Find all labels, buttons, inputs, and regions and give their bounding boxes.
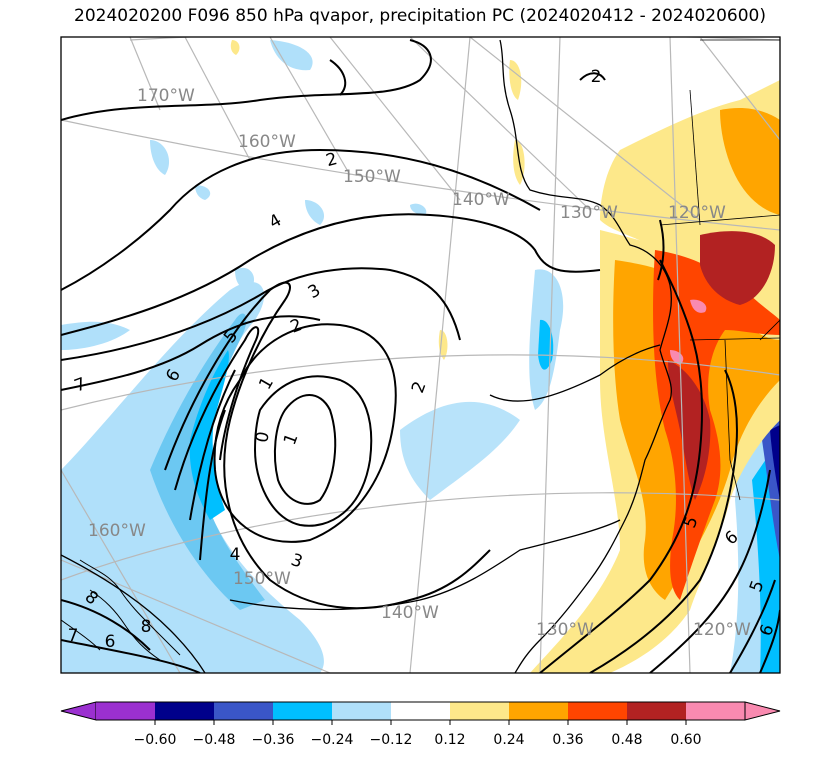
colorbar-segment: [627, 702, 686, 720]
colorbar-tick-label: 0.48: [611, 732, 642, 748]
colorbar-under-arrow: [60, 701, 97, 721]
colorbar-segment: [450, 702, 509, 720]
lon-label-170w: 170°W: [137, 86, 195, 106]
colorbar-tick-label: −0.24: [311, 732, 354, 748]
lon-label-150w-bottom: 150°W: [233, 569, 291, 589]
contour-label: 6: [105, 632, 116, 652]
lon-label-130w-bottom: 130°W: [536, 620, 594, 640]
contour-label: 2: [591, 67, 602, 87]
contour-label: 0: [252, 430, 274, 444]
colorbar-tick-label: −0.48: [193, 732, 236, 748]
colorbar-tick-label: 0.24: [493, 732, 524, 748]
colorbar-segment: [686, 702, 745, 720]
contour-label: 8: [141, 617, 152, 637]
lon-label-160w: 160°W: [238, 132, 296, 152]
qvapor-contours: [61, 39, 780, 673]
contour-label: 2: [324, 149, 340, 171]
contour-label: 4: [230, 545, 241, 565]
island-detail: [61, 559, 181, 661]
graticule: [61, 37, 780, 673]
colorbar-segment: [273, 702, 332, 720]
colorbar-tick-label: −0.60: [134, 732, 177, 748]
lon-label-120w: 120°W: [668, 203, 726, 223]
colorbar-tick-label: 0.60: [670, 732, 701, 748]
borders: [659, 39, 780, 501]
lon-label-120w-bottom: 120°W: [693, 620, 751, 640]
coastline: [61, 39, 672, 673]
colorbar-tick-label: −0.36: [252, 732, 295, 748]
negative-pc-region: [61, 40, 564, 673]
lon-label-160w-bottom: 160°W: [88, 521, 146, 541]
lon-label-130w: 130°W: [560, 203, 618, 223]
colorbar-over-arrow: [744, 701, 781, 721]
lon-label-140w: 140°W: [452, 190, 510, 210]
colorbar-segment: [568, 702, 627, 720]
lon-label-150w: 150°W: [343, 167, 401, 187]
map-frame: [60, 36, 781, 674]
colorbar-segment: [509, 702, 568, 720]
contour-label: 7: [68, 626, 79, 646]
colorbar-tick-label: −0.12: [370, 732, 413, 748]
colorbar: −0.60 −0.48 −0.36 −0.24 −0.12 0.12 0.24 …: [60, 701, 781, 748]
colorbar-segment: [332, 702, 391, 720]
lon-label-140w-bottom: 140°W: [381, 603, 439, 623]
colorbar-segment: [391, 702, 450, 720]
colorbar-tick-label: 0.12: [434, 732, 465, 748]
colorbar-tick-label: 0.36: [552, 732, 583, 748]
colorbar-segment: [214, 702, 273, 720]
colorbar-segment: [96, 702, 155, 720]
map-title: 2024020200 F096 850 hPa qvapor, precipit…: [74, 6, 766, 26]
colorbar-segment: [155, 702, 214, 720]
